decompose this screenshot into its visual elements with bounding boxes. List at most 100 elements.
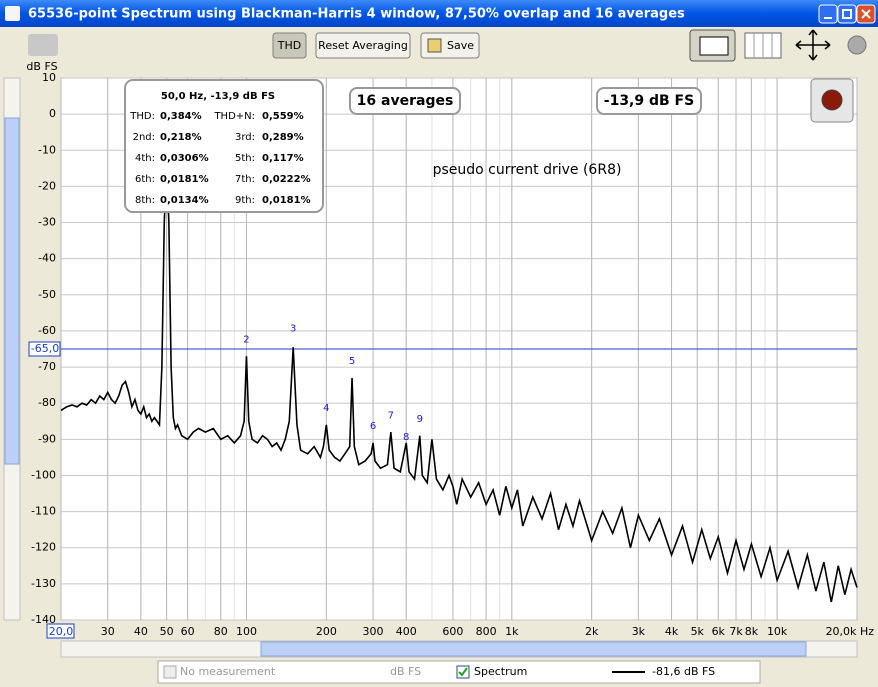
x-tick-label: 20,0k bbox=[826, 625, 857, 638]
thd-rows: THD: 0,384% THD+N: 0,559% 2nd: 0,218% 3rd: 0,28… bbox=[129, 111, 310, 206]
thd-cell: 0,289% bbox=[262, 132, 304, 143]
camera-button[interactable] bbox=[28, 34, 58, 56]
x-tick-label: 100 bbox=[236, 625, 257, 638]
harmonic-label: 7 bbox=[388, 410, 394, 421]
checkmark bbox=[458, 667, 468, 677]
harmonic-label: 6 bbox=[370, 421, 376, 432]
thd-cell: 0,117% bbox=[262, 153, 304, 164]
thd-cell: 3rd: bbox=[235, 132, 255, 143]
record-icon bbox=[821, 89, 843, 111]
x-tick-label: 300 bbox=[363, 625, 384, 638]
harmonic-label: 3 bbox=[290, 324, 296, 335]
level-text: -13,9 dB FS bbox=[604, 93, 694, 109]
x-axis-unit: Hz bbox=[860, 625, 874, 638]
x-tick-label: 80 bbox=[214, 625, 228, 638]
y-tick-label: -80 bbox=[38, 396, 56, 409]
view-icon bbox=[699, 36, 729, 56]
thd-cell: THD: bbox=[129, 111, 155, 122]
y-tick-label: -20 bbox=[38, 179, 56, 192]
save-button-label: Save bbox=[447, 39, 474, 52]
y-tick-label: 0 bbox=[49, 107, 56, 120]
zoom-button[interactable] bbox=[795, 29, 831, 61]
h-scroll-thumb[interactable] bbox=[260, 641, 807, 657]
note-text: pseudo current drive (6R8) bbox=[433, 162, 622, 178]
y-tick-label: 10 bbox=[42, 71, 56, 84]
thd-cell: 0,559% bbox=[262, 111, 304, 122]
x-tick-label: 60 bbox=[181, 625, 195, 638]
y-axis-label: dB FS bbox=[26, 60, 57, 73]
x-tick-label: 8k bbox=[745, 625, 759, 638]
y-tick-label: -120 bbox=[31, 541, 56, 554]
x-tick-label: 2k bbox=[585, 625, 599, 638]
y-tick-label: -90 bbox=[38, 432, 56, 445]
thd-cell: 0,218% bbox=[160, 132, 202, 143]
x-tick-label: 30 bbox=[101, 625, 115, 638]
legend-value: -81,6 dB FS bbox=[652, 665, 715, 678]
thd-cell: 6th: bbox=[135, 174, 155, 185]
thd-cell: 5th: bbox=[235, 153, 255, 164]
x-start-box bbox=[46, 623, 75, 639]
x-tick-label: 7k bbox=[729, 625, 743, 638]
app-icon bbox=[5, 6, 20, 21]
harmonic-label: 2 bbox=[243, 334, 249, 345]
x-tick-label: 1k bbox=[505, 625, 519, 638]
x-tick-label: 6k bbox=[712, 625, 726, 638]
x-tick-label: 5k bbox=[691, 625, 705, 638]
y-tick-label: -10 bbox=[38, 143, 56, 156]
legend-unit: dB FS bbox=[390, 665, 421, 678]
x-tick-label: 40 bbox=[134, 625, 148, 638]
minimize-button[interactable] bbox=[818, 4, 838, 24]
thd-cell: 7th: bbox=[235, 174, 255, 185]
reset-button[interactable] bbox=[315, 32, 411, 59]
no-measurement-checkbox[interactable] bbox=[163, 665, 177, 679]
window-controls-glyphs bbox=[824, 9, 871, 19]
thd-cell: 0,384% bbox=[160, 111, 202, 122]
thd-button[interactable] bbox=[272, 32, 307, 59]
level-box bbox=[596, 87, 702, 115]
thd-cell: 0,0181% bbox=[160, 174, 209, 185]
cursor-label-box bbox=[28, 341, 61, 357]
columns-icon bbox=[753, 33, 773, 58]
y-tick-label: -70 bbox=[38, 360, 56, 373]
thd-button-label: THD bbox=[277, 39, 301, 52]
y-tick-label: -140 bbox=[31, 613, 56, 626]
y-tick-label: -30 bbox=[38, 216, 56, 229]
harmonic-label: 8 bbox=[403, 432, 409, 443]
spectrum-line bbox=[60, 164, 858, 603]
maximize-button[interactable] bbox=[837, 4, 857, 24]
thd-cell: 4th: bbox=[135, 153, 155, 164]
harmonic-label: 5 bbox=[349, 356, 355, 367]
v-scroll-thumb[interactable] bbox=[4, 117, 20, 465]
thd-box bbox=[124, 79, 324, 213]
thd-cell: 2nd: bbox=[133, 132, 155, 143]
x-tick-label: 50 bbox=[160, 625, 174, 638]
legend-series-name: Spectrum bbox=[474, 665, 527, 678]
thd-cell: 0,0222% bbox=[262, 174, 311, 185]
reset-button-label: Reset Averaging bbox=[318, 39, 408, 52]
y-tick-label: -50 bbox=[38, 288, 56, 301]
thd-cell: 0,0134% bbox=[160, 195, 209, 206]
averages-box bbox=[349, 87, 461, 115]
harmonic-label: 4 bbox=[323, 403, 329, 414]
y-tick-label: -100 bbox=[31, 468, 56, 481]
y-tick-label: -40 bbox=[38, 252, 56, 265]
thd-box-title: 50,0 Hz, -13,9 dB FS bbox=[161, 91, 275, 102]
harmonic-label: 9 bbox=[417, 414, 423, 425]
y-tick-label: -130 bbox=[31, 577, 56, 590]
thd-cell: 9th: bbox=[235, 195, 255, 206]
y-tick-label: -110 bbox=[31, 505, 56, 518]
x-tick-label: 3k bbox=[632, 625, 646, 638]
x-tick-label: 200 bbox=[316, 625, 337, 638]
settings-button[interactable] bbox=[847, 35, 867, 55]
title-bar bbox=[0, 0, 878, 27]
no-measurement-label: No measurement bbox=[180, 665, 276, 678]
window-title: 65536-point Spectrum using Blackman-Harr… bbox=[28, 7, 685, 22]
averages-text: 16 averages bbox=[357, 93, 454, 109]
x-tick-label: 20,0 bbox=[49, 625, 74, 638]
x-tick-label: 10k bbox=[767, 625, 788, 638]
x-tick-label: 4k bbox=[665, 625, 679, 638]
cursor-label: -65,0 bbox=[31, 342, 59, 355]
x-tick-label: 400 bbox=[396, 625, 417, 638]
thd-cell: 8th: bbox=[135, 195, 155, 206]
